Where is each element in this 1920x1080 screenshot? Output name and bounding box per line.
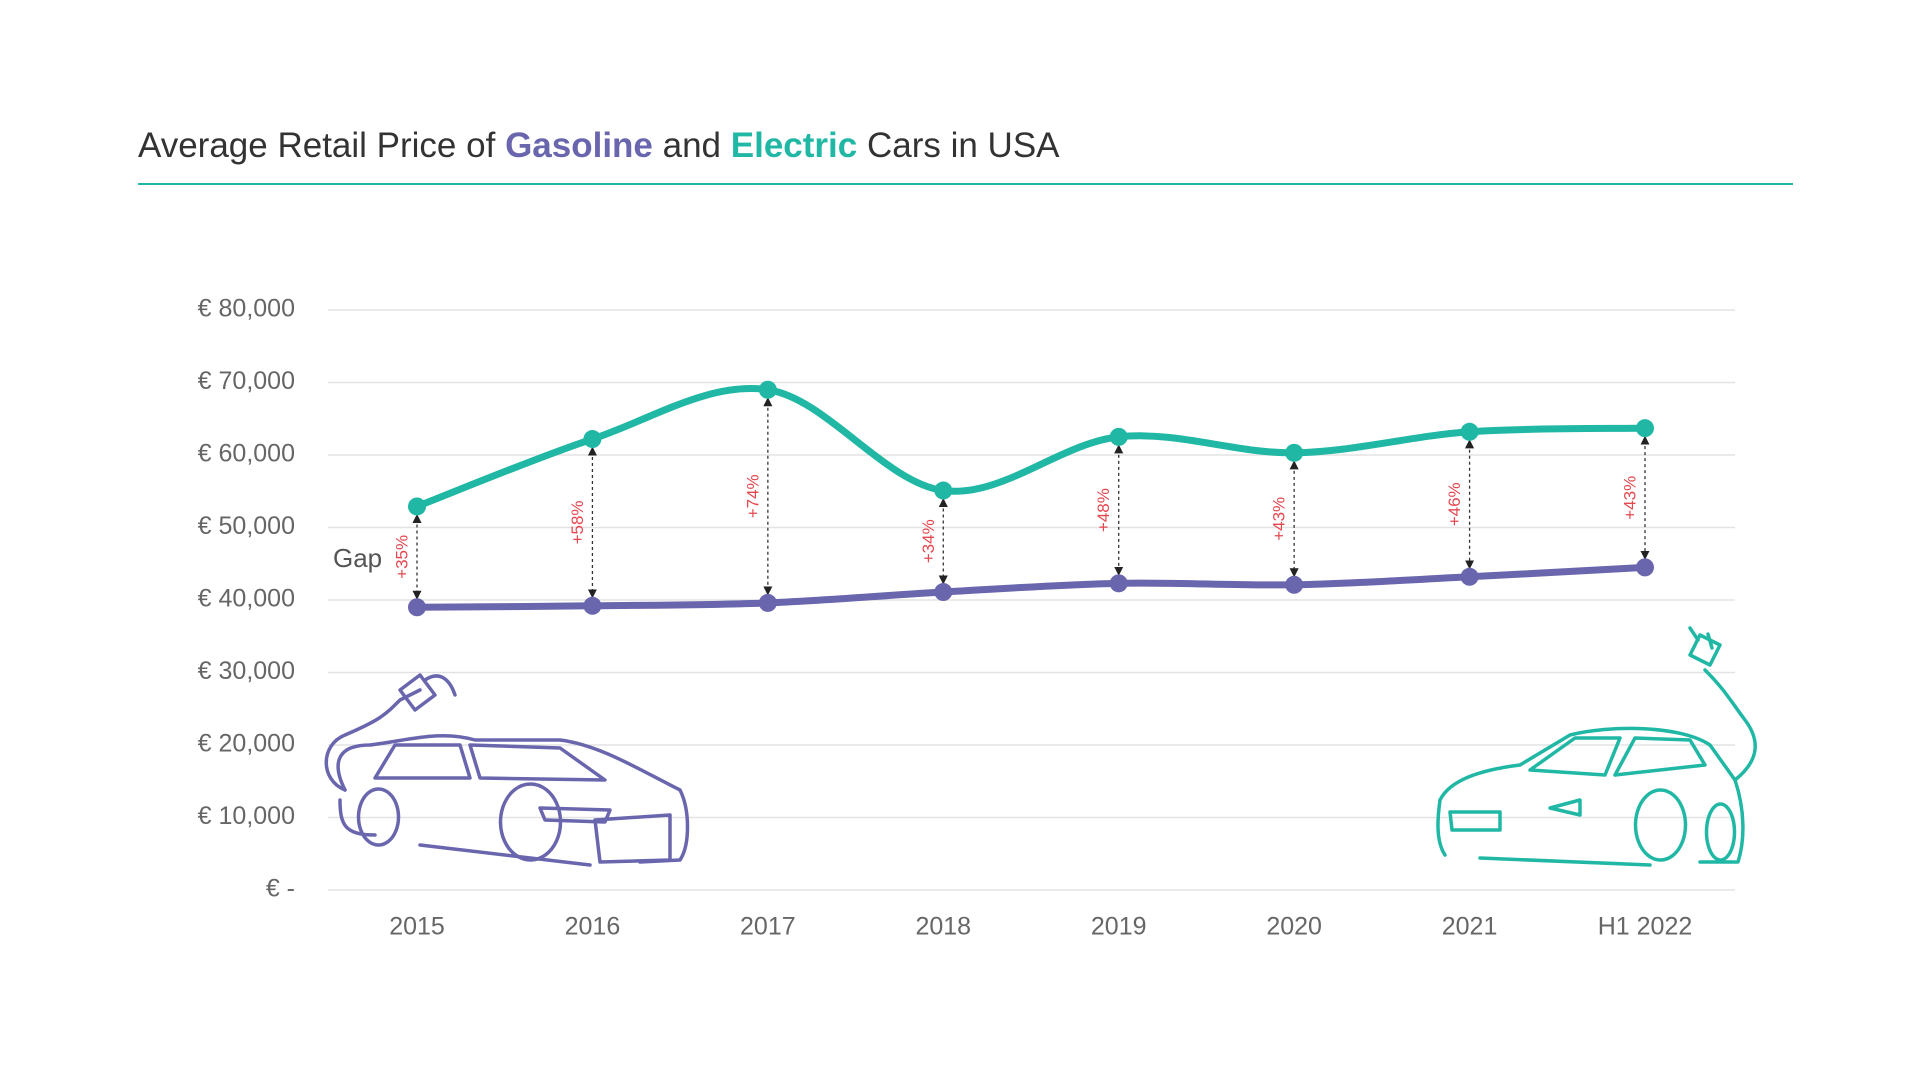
- y-tick-label: € 70,000: [198, 367, 295, 395]
- gap-label: +58%: [568, 500, 587, 544]
- title-text: and: [663, 126, 721, 165]
- title-electric: Electric: [731, 126, 857, 165]
- point: [1636, 419, 1654, 438]
- x-tick-label: 2016: [565, 913, 621, 941]
- x-tick-label: 2019: [1091, 913, 1147, 941]
- point: [1109, 574, 1128, 593]
- y-tick-label: € 20,000: [198, 730, 295, 758]
- gap-label: +35%: [392, 535, 411, 579]
- title-gasoline: Gasoline: [505, 126, 653, 165]
- chart-title: Average Retail Price of Gasoline and Ele…: [138, 126, 1060, 165]
- gap-label: +43%: [1270, 497, 1289, 541]
- point: [758, 380, 777, 399]
- point: [408, 497, 426, 516]
- point: [758, 593, 777, 612]
- point: [934, 583, 953, 602]
- x-tick-label: 2015: [389, 913, 445, 941]
- y-tick-label: € -: [266, 875, 295, 903]
- x-tick-label: H1 2022: [1598, 913, 1693, 941]
- gap-label: +46%: [1445, 482, 1464, 526]
- gap-label: +74%: [743, 474, 762, 518]
- series-line: [413, 563, 1649, 611]
- gap-title: Gap: [333, 543, 382, 573]
- point: [1109, 427, 1128, 446]
- y-tick-label: € 40,000: [198, 585, 295, 613]
- title-text: Cars in USA: [867, 126, 1060, 165]
- point: [583, 430, 602, 449]
- x-tick-label: 2020: [1266, 913, 1322, 941]
- y-tick-label: € 50,000: [198, 512, 295, 540]
- gasoline-car: [324, 673, 690, 867]
- title-text: Average Retail Price of: [138, 126, 496, 165]
- point: [1636, 558, 1654, 577]
- point: [1285, 443, 1304, 462]
- y-tick-label: € 60,000: [198, 440, 295, 468]
- point: [408, 598, 426, 617]
- x-tick-label: 2018: [915, 913, 971, 941]
- gap-label: +43%: [1620, 476, 1639, 520]
- point: [1460, 567, 1479, 586]
- point: [1460, 422, 1479, 441]
- point: [583, 596, 602, 615]
- illustrations: [324, 626, 1757, 867]
- y-tick-label: € 30,000: [198, 657, 295, 685]
- y-tick-label: € 80,000: [198, 295, 295, 323]
- y-tick-label: € 10,000: [198, 802, 295, 830]
- x-tick-label: 2017: [740, 913, 796, 941]
- point: [1285, 575, 1304, 594]
- electric-car: [1436, 626, 1757, 867]
- x-tick-label: 2021: [1442, 913, 1498, 941]
- gap-label: +48%: [1094, 488, 1113, 532]
- series-line: [413, 385, 1649, 510]
- gap-label: +34%: [919, 519, 938, 563]
- point: [934, 481, 953, 500]
